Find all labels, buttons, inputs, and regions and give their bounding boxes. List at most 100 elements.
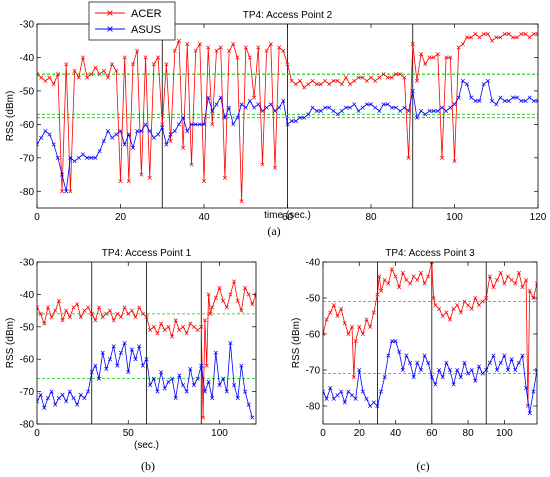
data-point-acer xyxy=(89,72,94,77)
data-point-asus xyxy=(144,357,149,362)
data-point-acer xyxy=(433,303,438,308)
data-point-asus xyxy=(509,357,514,362)
data-point-acer xyxy=(302,85,307,90)
data-point-asus xyxy=(100,350,105,355)
data-point-asus xyxy=(289,118,294,124)
data-point-asus xyxy=(318,108,323,114)
data-point-asus xyxy=(168,132,173,137)
data-point-asus xyxy=(523,98,528,103)
data-point-acer xyxy=(448,55,453,60)
data-point-asus xyxy=(126,370,131,375)
data-point-asus xyxy=(147,129,152,134)
data-point-asus xyxy=(68,155,73,160)
data-point-asus xyxy=(427,108,432,114)
data-point-acer xyxy=(435,52,440,57)
data-point-acer xyxy=(181,145,186,150)
data-point-acer xyxy=(531,31,536,37)
chart-title: TP4: Access Point 3 xyxy=(385,248,475,259)
data-point-acer xyxy=(339,306,344,311)
data-point-acer xyxy=(100,315,105,320)
data-point-acer xyxy=(460,42,465,47)
data-point-acer xyxy=(166,324,171,329)
data-point-asus xyxy=(75,402,80,407)
data-point-asus xyxy=(444,360,449,365)
data-point-asus xyxy=(473,98,478,103)
data-point-asus xyxy=(272,108,278,114)
data-point-acer xyxy=(353,339,358,344)
data-point-acer xyxy=(477,35,482,40)
data-point-asus xyxy=(371,400,376,405)
data-point-acer xyxy=(377,274,382,279)
data-point-acer xyxy=(485,31,490,37)
data-point-acer xyxy=(37,72,40,77)
data-point-acer xyxy=(148,327,153,333)
data-point-acer xyxy=(122,55,127,60)
data-point-acer xyxy=(235,298,240,303)
data-point-asus xyxy=(235,115,240,120)
data-point-asus xyxy=(151,135,156,140)
data-point-acer xyxy=(64,308,69,313)
data-point-acer xyxy=(324,317,329,322)
data-point-acer xyxy=(297,78,303,83)
data-point-acer xyxy=(253,292,256,297)
data-point-asus xyxy=(173,396,178,401)
data-point-acer xyxy=(246,292,251,297)
data-point-asus xyxy=(531,98,536,103)
y-tick-label: -60 xyxy=(20,120,35,131)
data-point-asus xyxy=(42,405,47,410)
data-point-asus xyxy=(408,360,413,365)
data-point-acer xyxy=(110,62,115,67)
data-point-acer xyxy=(352,78,357,83)
data-point-acer xyxy=(202,318,207,323)
y-tick-label: -40 xyxy=(20,53,35,64)
data-point-acer xyxy=(535,31,538,37)
data-point-acer xyxy=(437,306,442,311)
data-point-asus xyxy=(487,360,492,365)
data-point-acer xyxy=(423,62,428,67)
x-tick-label: 20 xyxy=(354,428,366,439)
data-point-acer xyxy=(285,62,290,67)
data-point-asus xyxy=(451,382,456,387)
data-point-asus xyxy=(243,389,248,394)
data-point-acer xyxy=(130,62,136,67)
data-point-asus xyxy=(431,108,436,114)
data-point-acer xyxy=(49,315,54,320)
panel-caption: (b) xyxy=(141,459,155,473)
data-point-asus xyxy=(480,371,485,376)
data-point-acer xyxy=(80,55,85,60)
data-point-asus xyxy=(231,122,236,127)
data-point-asus xyxy=(60,392,65,397)
data-point-asus xyxy=(64,399,69,404)
y-tick-label: -70 xyxy=(20,153,35,164)
data-point-asus xyxy=(398,108,403,114)
data-point-asus xyxy=(55,155,60,160)
data-point-acer xyxy=(495,277,500,283)
data-point-acer xyxy=(42,321,47,326)
data-point-asus xyxy=(201,122,207,127)
data-point-asus xyxy=(426,360,431,365)
data-point-asus xyxy=(188,366,193,371)
legend: ACER ASUS xyxy=(88,1,176,41)
data-point-acer xyxy=(126,179,131,184)
data-point-asus xyxy=(495,367,500,373)
data-point-asus xyxy=(335,393,340,398)
data-point-acer xyxy=(67,315,72,320)
data-point-acer xyxy=(97,72,102,77)
data-point-asus xyxy=(170,376,175,381)
data-point-asus xyxy=(360,389,365,394)
data-point-acer xyxy=(371,310,376,315)
legend-box xyxy=(88,1,176,41)
data-point-asus xyxy=(221,376,226,381)
data-point-asus xyxy=(423,112,428,117)
data-point-asus xyxy=(469,95,474,100)
data-point-asus xyxy=(285,122,290,127)
data-point-acer xyxy=(264,48,269,53)
data-point-asus xyxy=(239,102,244,107)
data-point-acer xyxy=(85,75,90,80)
data-point-acer xyxy=(378,288,384,293)
data-point-acer xyxy=(45,305,50,310)
data-point-acer xyxy=(184,331,189,336)
data-point-acer xyxy=(168,139,173,144)
data-point-asus xyxy=(460,78,465,83)
